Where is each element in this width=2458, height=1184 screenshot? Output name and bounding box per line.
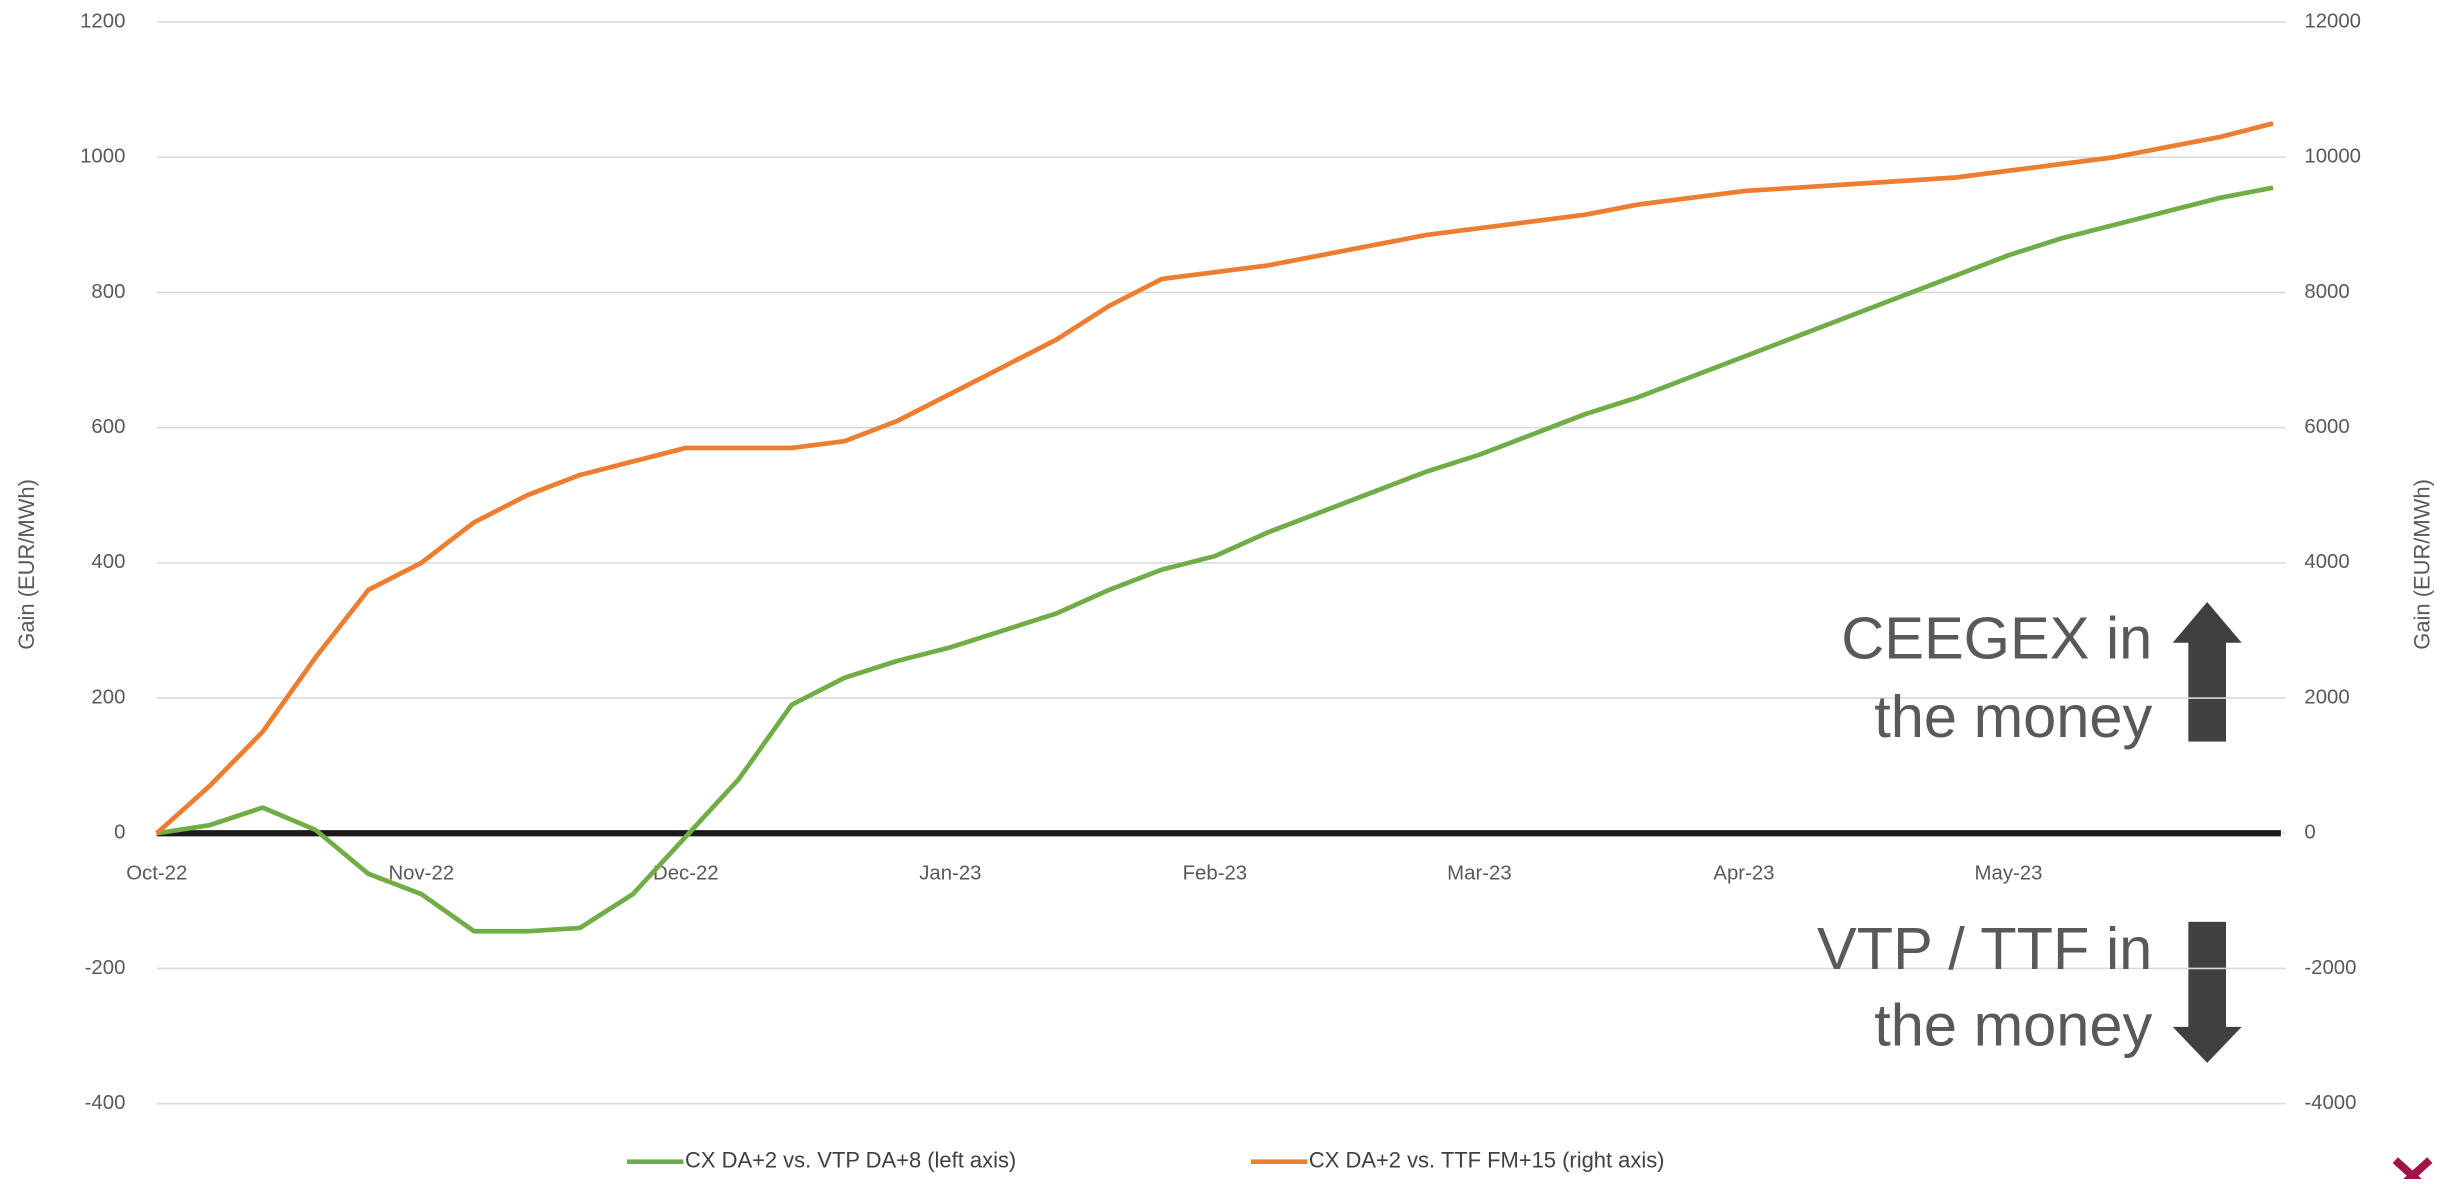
annotation: the money <box>1874 992 2152 1059</box>
y-tick-label: 600 <box>91 416 125 438</box>
y-axis-title: Gain (EUR/MWh) <box>14 479 39 650</box>
x-tick-label: Feb-23 <box>1183 862 1248 884</box>
y2-tick-label: 8000 <box>2304 281 2349 303</box>
x-tick-label: Oct-22 <box>126 862 187 884</box>
y2-axis-title: Gain (EUR/MWh) <box>2409 479 2434 650</box>
y-tick-label: 200 <box>91 686 125 708</box>
y-tick-label: -200 <box>85 957 126 979</box>
y2-tick-label: -2000 <box>2304 957 2356 979</box>
y-tick-label: 1200 <box>80 10 125 32</box>
y2-tick-label: 2000 <box>2304 686 2349 708</box>
legend-label: CX DA+2 vs. VTP DA+8 (left axis) <box>685 1147 1016 1172</box>
logo-mark <box>2392 1157 2433 1184</box>
y-tick-label: 400 <box>91 551 125 573</box>
y2-tick-label: 0 <box>2304 822 2315 844</box>
x-tick-label: Mar-23 <box>1447 862 1512 884</box>
y2-tick-label: 6000 <box>2304 416 2349 438</box>
arrow-up <box>2172 602 2242 742</box>
annotation: CEEGEX in <box>1841 605 2152 672</box>
x-tick-label: Jan-23 <box>919 862 981 884</box>
line-series <box>155 121 2274 836</box>
x-tick-label: Apr-23 <box>1713 862 1774 884</box>
y2-tick-label: 4000 <box>2304 551 2349 573</box>
x-tick-label: Nov-22 <box>388 862 454 884</box>
y2-tick-label: -4000 <box>2304 1092 2356 1114</box>
x-tick-label: Dec-22 <box>653 862 719 884</box>
arrow-down <box>2172 921 2242 1063</box>
y2-tick-label: 10000 <box>2304 146 2361 168</box>
y-tick-label: 800 <box>91 281 125 303</box>
annotation: VTP / TTF in <box>1817 915 2152 982</box>
annotation: the money <box>1874 683 2152 750</box>
legend-label: CX DA+2 vs. TTF FM+15 (right axis) <box>1309 1147 1665 1172</box>
y2-tick-label: 12000 <box>2304 10 2361 32</box>
y-tick-label: 0 <box>114 822 125 844</box>
y-tick-label: 1000 <box>80 146 125 168</box>
x-tick-label: May-23 <box>1975 862 2043 884</box>
line-series <box>156 185 2274 934</box>
y-tick-label: -400 <box>85 1092 126 1114</box>
